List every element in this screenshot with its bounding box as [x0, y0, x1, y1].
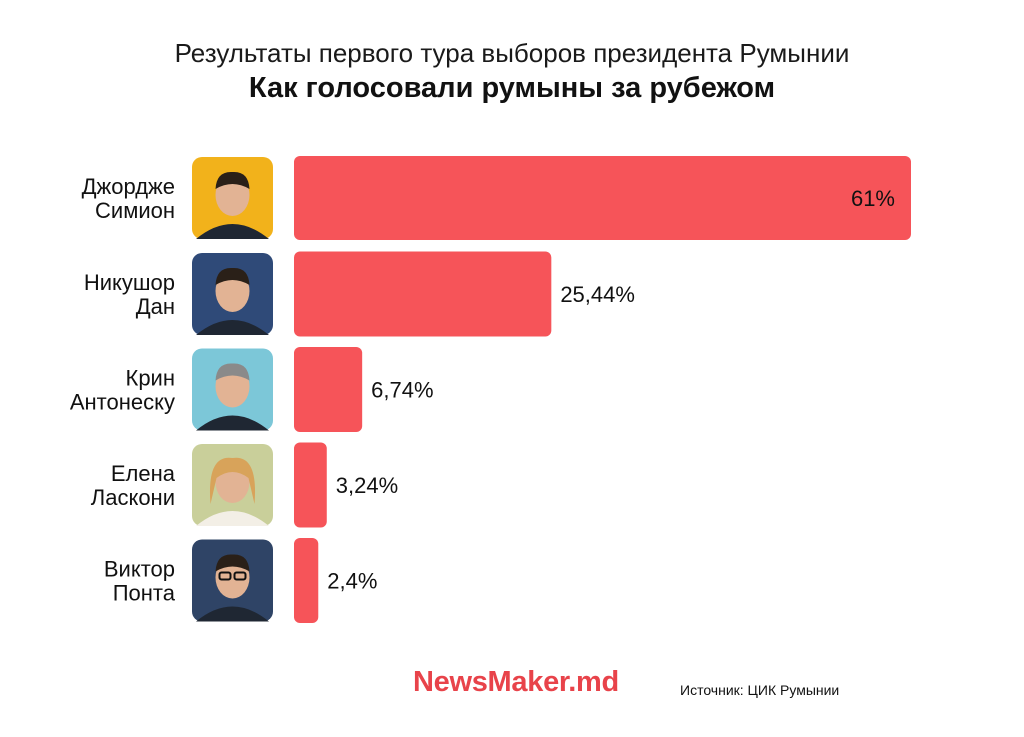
chart-title: Результаты первого тура выборов президен…: [174, 38, 850, 68]
value-label-4: 3,24%: [336, 473, 398, 498]
value-label-5: 2,4%: [327, 569, 377, 594]
value-label-2: 25,44%: [560, 282, 635, 307]
candidate-name-2: Никушор Дан: [84, 270, 175, 319]
candidate-photo-3: [192, 348, 273, 431]
candidate-photo-1: [192, 157, 273, 239]
newsmaker-logo: NewsMaker.md: [413, 666, 619, 698]
bar-1: [294, 156, 911, 240]
value-label-1: 61%: [851, 186, 895, 211]
bar-2: [294, 251, 552, 337]
candidate-photo-5: [192, 539, 273, 622]
bar-4: [294, 442, 327, 528]
bar-5: [294, 538, 319, 623]
candidate-name-1: Джордже Симион: [82, 174, 175, 223]
candidate-photo-4: [192, 444, 273, 526]
source-note: Источник: ЦИК Румынии: [680, 682, 840, 698]
value-label-3: 6,74%: [371, 378, 433, 403]
bar-3: [294, 347, 363, 432]
candidate-photo-2: [192, 253, 273, 335]
candidate-name-3: Крин Антонеску: [70, 366, 175, 415]
candidate-name-5: Виктор Понта: [104, 557, 176, 606]
chart-subtitle: Как голосовали румыны за рубежом: [248, 72, 776, 104]
candidate-name-4: Елена Ласкони: [91, 461, 176, 510]
